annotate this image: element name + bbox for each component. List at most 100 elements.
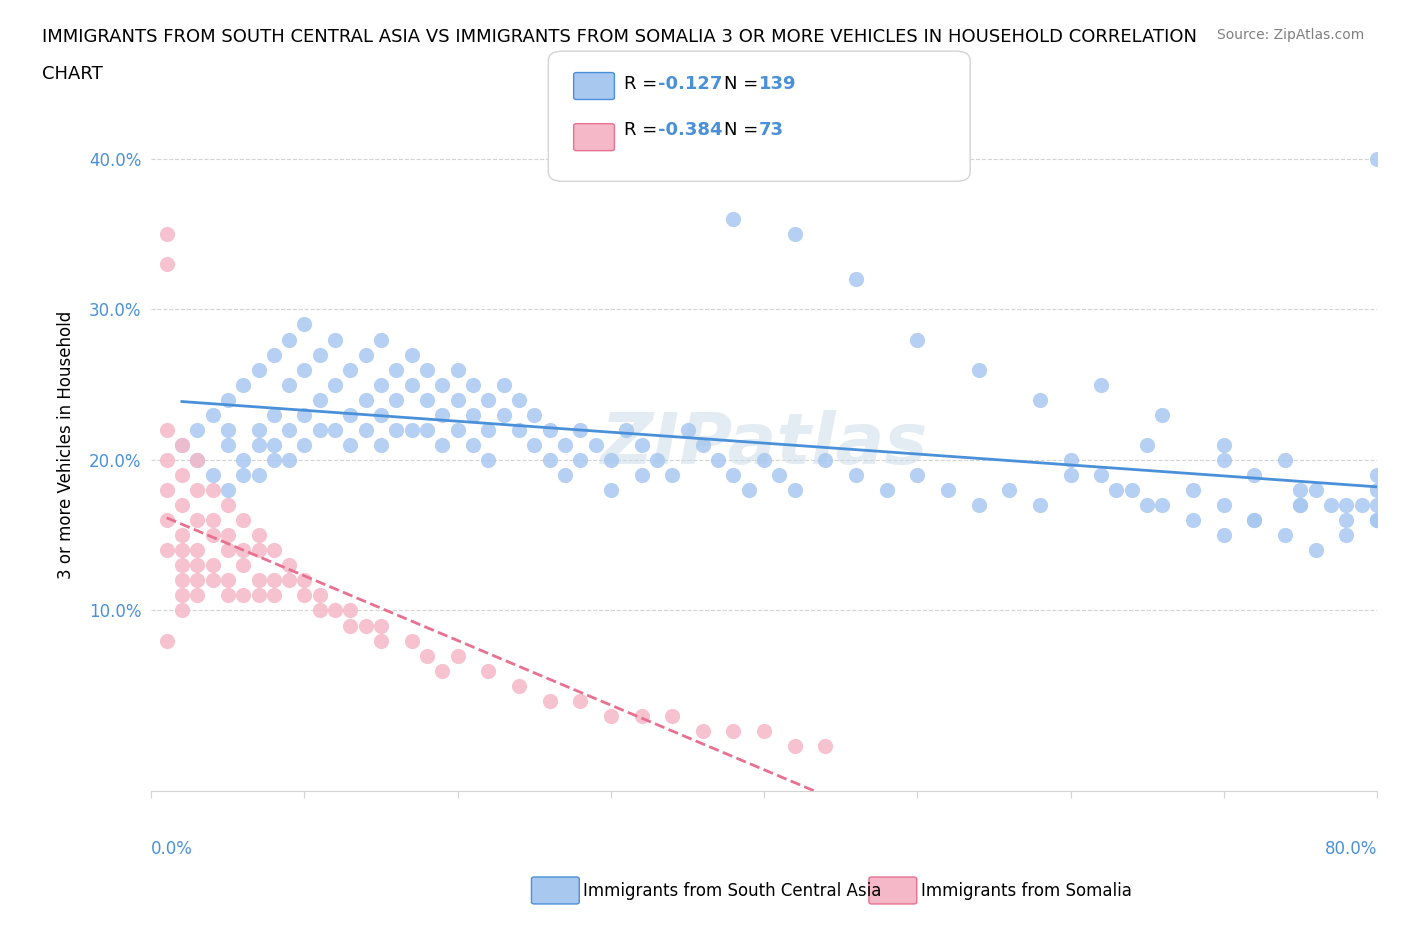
Point (232, 453, 254, 468)
Text: -0.127: -0.127 (658, 74, 723, 93)
Point (308, 422, 330, 437)
Point (492, 378, 515, 392)
Point (1059, 453, 1081, 468)
Point (1243, 512, 1265, 527)
Point (156, 257, 179, 272)
Point (1136, 437, 1159, 452)
Point (967, 362, 990, 377)
Point (645, 453, 668, 468)
Point (676, 422, 699, 437)
Point (294, 573, 316, 588)
Point (1243, 512, 1265, 527)
Point (432, 437, 454, 452)
Point (538, 453, 561, 468)
Point (186, 573, 208, 588)
Point (752, 453, 775, 468)
Point (370, 407, 392, 422)
Point (247, 362, 270, 377)
Point (201, 558, 224, 573)
Point (447, 422, 470, 437)
Point (247, 422, 270, 437)
Point (170, 588, 193, 603)
Text: 80.0%: 80.0% (1324, 840, 1376, 857)
Point (1365, 512, 1388, 527)
Point (461, 437, 484, 452)
Point (232, 543, 254, 558)
Point (217, 483, 239, 498)
Point (630, 709, 652, 724)
Point (186, 543, 208, 558)
Point (370, 332, 392, 347)
Point (432, 378, 454, 392)
Point (707, 453, 730, 468)
Point (876, 483, 898, 498)
Point (661, 468, 683, 483)
Point (1305, 543, 1327, 558)
Point (1365, 468, 1388, 483)
Point (201, 573, 224, 588)
Point (278, 332, 301, 347)
Point (1336, 527, 1358, 542)
Point (1212, 453, 1234, 468)
Point (1152, 407, 1174, 422)
Point (416, 392, 439, 407)
Point (354, 347, 377, 362)
Point (447, 362, 470, 377)
Point (156, 453, 179, 468)
Point (723, 468, 745, 483)
Point (186, 588, 208, 603)
Point (1365, 512, 1388, 527)
Point (1320, 498, 1343, 512)
Text: 73: 73 (759, 121, 785, 140)
Point (186, 483, 208, 498)
Point (294, 317, 316, 332)
Point (339, 603, 361, 618)
Point (201, 468, 224, 483)
Point (170, 437, 193, 452)
Point (354, 392, 377, 407)
Point (752, 724, 775, 738)
Point (217, 422, 239, 437)
Point (232, 378, 254, 392)
Point (1152, 498, 1174, 512)
Point (1029, 392, 1052, 407)
Point (247, 468, 270, 483)
Point (156, 512, 179, 527)
Point (1365, 483, 1388, 498)
Point (723, 212, 745, 227)
Point (1289, 498, 1312, 512)
Text: 139: 139 (759, 74, 797, 93)
Point (385, 392, 408, 407)
Point (156, 227, 179, 242)
Point (1182, 483, 1205, 498)
Point (1305, 483, 1327, 498)
Point (339, 437, 361, 452)
Point (323, 332, 346, 347)
Point (554, 468, 576, 483)
Point (783, 483, 806, 498)
Point (232, 468, 254, 483)
Point (217, 588, 239, 603)
Point (170, 603, 193, 618)
Point (538, 694, 561, 709)
Point (370, 633, 392, 648)
Point (508, 422, 530, 437)
Point (170, 468, 193, 483)
Point (554, 437, 576, 452)
Point (936, 483, 959, 498)
Point (692, 724, 714, 738)
Point (692, 437, 714, 452)
Point (416, 648, 439, 663)
Point (401, 422, 423, 437)
Point (247, 437, 270, 452)
Point (201, 407, 224, 422)
Text: Immigrants from South Central Asia: Immigrants from South Central Asia (583, 882, 882, 900)
Point (1090, 468, 1112, 483)
Point (447, 648, 470, 663)
Point (1274, 527, 1296, 542)
Point (600, 453, 623, 468)
Point (401, 378, 423, 392)
Point (814, 453, 837, 468)
Point (339, 362, 361, 377)
Point (156, 483, 179, 498)
